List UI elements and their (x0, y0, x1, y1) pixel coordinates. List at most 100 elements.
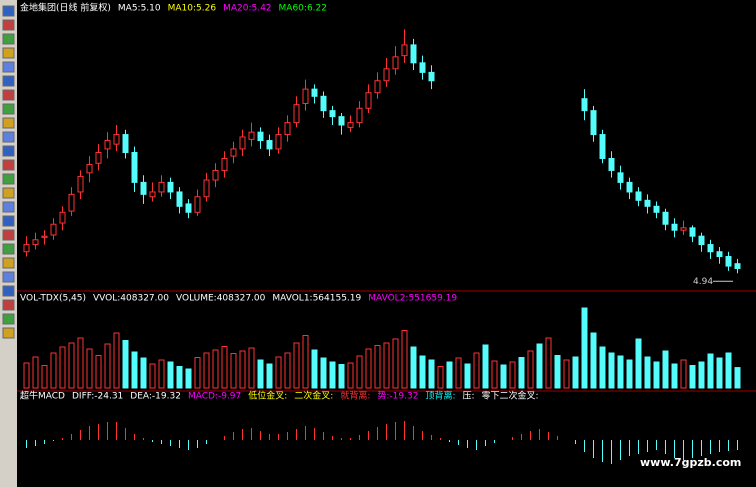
candle-body (266, 140, 273, 150)
volume-bar (356, 355, 363, 389)
candle-body (626, 181, 633, 193)
candle-body (230, 148, 237, 157)
toolbar-button[interactable] (2, 5, 15, 17)
toolbar-button[interactable] (2, 229, 15, 241)
toolbar-button[interactable] (2, 299, 15, 311)
volume-bar (563, 359, 570, 389)
candle-body (293, 104, 300, 124)
volume-bar (311, 349, 318, 389)
volume-bar (707, 353, 714, 389)
header-label: 金地集团(日线 前复权) (20, 2, 111, 14)
header-label: 势:-19.32 (377, 390, 418, 402)
toolbar-button[interactable] (2, 117, 15, 129)
toolbar-button[interactable] (2, 187, 15, 199)
candle-body (356, 107, 363, 124)
candle-body (32, 239, 39, 246)
candle-body (284, 122, 291, 136)
header-label: MA10:5.26 (168, 4, 217, 14)
volume-bar (491, 360, 498, 389)
candle-body (338, 116, 345, 126)
candle-body (392, 56, 399, 70)
volume-bar (95, 355, 102, 389)
candle-body (590, 110, 597, 136)
header-label: 二次金叉: (294, 390, 333, 402)
volume-bar (158, 359, 165, 389)
toolbar-button[interactable] (2, 271, 15, 283)
header-label: MA20:5.42 (223, 4, 271, 14)
volume-bar (365, 348, 372, 389)
toolbar-button[interactable] (2, 145, 15, 157)
candle-body (140, 181, 147, 195)
header-label: VVOL:408327.00 (93, 294, 169, 304)
candle-body (374, 80, 381, 94)
candle-body (311, 88, 318, 97)
toolbar-button[interactable] (2, 243, 15, 255)
candle-body (194, 196, 201, 213)
volume-bar (626, 359, 633, 389)
candle-body (680, 227, 687, 231)
toolbar-button[interactable] (2, 215, 15, 227)
toolbar-button[interactable] (2, 159, 15, 171)
volume-bar (266, 363, 273, 389)
candle-body (320, 95, 327, 112)
toolbar-button[interactable] (2, 19, 15, 31)
volume-bar (437, 366, 444, 389)
volume-bar (329, 361, 336, 389)
candle-body (635, 191, 642, 201)
header-label: 顶背离: (425, 390, 455, 402)
candle-body (428, 71, 435, 82)
volume-bar (554, 355, 561, 389)
volume-bar (131, 351, 138, 389)
toolbar-button[interactable] (2, 201, 15, 213)
candle-body (185, 203, 192, 213)
toolbar-button[interactable] (2, 103, 15, 115)
header-label: MAVOL1:564155.19 (272, 294, 361, 304)
candle-body (383, 68, 390, 82)
volume-bar (230, 353, 237, 389)
header-label: MAVOL2:551659.19 (368, 294, 457, 304)
toolbar-button[interactable] (2, 47, 15, 59)
candle-body (275, 134, 282, 150)
candle-body (203, 179, 210, 198)
candle-body (365, 92, 372, 109)
candle-body (329, 110, 336, 118)
volume-bar (41, 365, 48, 389)
volume-bar (104, 343, 111, 389)
header-label: MACD:-9.97 (188, 392, 241, 402)
toolbar-button[interactable] (2, 257, 15, 269)
volume-bar (149, 363, 156, 389)
candle-body (68, 193, 75, 212)
volume-bar (374, 345, 381, 389)
candle-body (698, 235, 705, 246)
volume-bar (338, 364, 345, 389)
volume-bar (464, 363, 471, 389)
candle-body (734, 263, 741, 269)
toolbar-button[interactable] (2, 285, 15, 297)
volume-bar (671, 363, 678, 389)
toolbar-button[interactable] (2, 61, 15, 73)
volume-bar (419, 355, 426, 389)
toolbar-button[interactable] (2, 173, 15, 185)
toolbar-button[interactable] (2, 75, 15, 87)
volume-bar (536, 343, 543, 389)
volume-bar (527, 350, 534, 389)
toolbar-button[interactable] (2, 313, 15, 325)
volume-bar (617, 355, 624, 389)
toolbar-button[interactable] (2, 131, 15, 143)
volume-bar (59, 346, 66, 389)
volume-bar (428, 359, 435, 389)
candle-body (671, 223, 678, 231)
toolbar-button[interactable] (2, 33, 15, 45)
volume-bar (113, 332, 120, 389)
volume-bar (500, 364, 507, 389)
volume-bar (725, 352, 732, 389)
toolbar-button[interactable] (2, 89, 15, 101)
volume-bar (698, 361, 705, 389)
candle-body (707, 244, 714, 253)
header-label: 超牛MACD (20, 390, 65, 402)
candle-body (212, 169, 219, 181)
volume-bar (257, 359, 264, 389)
volume-bar (383, 342, 390, 389)
candle-body (176, 191, 183, 207)
toolbar-button[interactable] (2, 327, 15, 339)
